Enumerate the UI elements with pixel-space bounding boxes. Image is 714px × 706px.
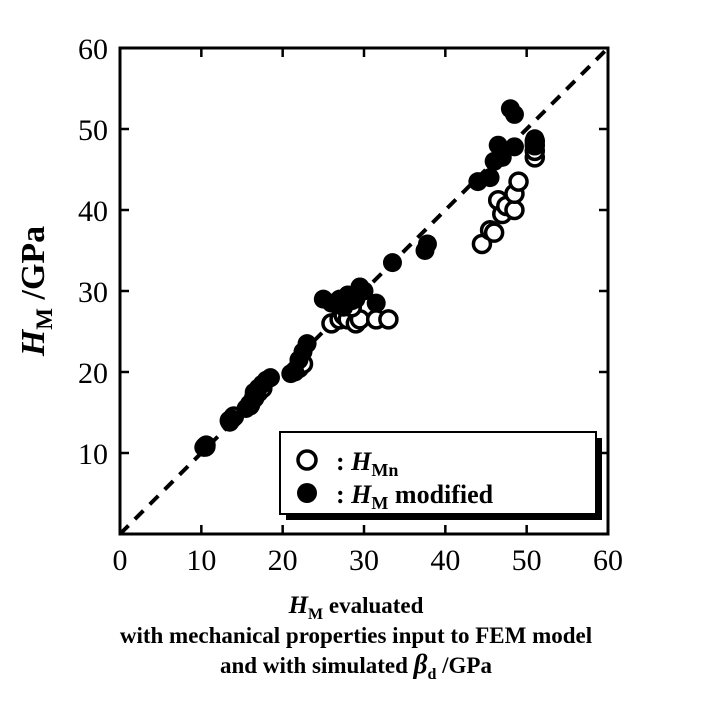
y-tick-label: 30 bbox=[78, 276, 108, 309]
x-axis-label-line2: with mechanical properties input to FEM … bbox=[120, 623, 592, 648]
hm-modified-point bbox=[417, 234, 437, 254]
hmn-point bbox=[508, 171, 529, 192]
y-tick-label: 20 bbox=[78, 357, 108, 390]
legend-filled-circle-marker bbox=[297, 483, 317, 503]
legend-label-hm-modified-symbol: H bbox=[350, 480, 372, 509]
hm-modified-point bbox=[382, 253, 402, 273]
x-tick-label: 10 bbox=[186, 544, 216, 577]
x-axis-label-line3: and with simulated βd /GPa bbox=[220, 649, 492, 683]
x-axis-label-rest: evaluated bbox=[323, 593, 424, 618]
y-tick-label: 40 bbox=[78, 195, 108, 228]
hm-modified-point bbox=[525, 135, 545, 155]
hm-modified-point bbox=[354, 281, 374, 301]
hm-modified-point bbox=[297, 334, 317, 354]
data-points bbox=[194, 99, 546, 457]
hm-modified-point bbox=[504, 137, 524, 157]
legend-label-hmn-symbol: H bbox=[350, 447, 372, 476]
axis-ticks bbox=[118, 46, 610, 534]
legend-label-hmn: : HMn bbox=[336, 447, 398, 480]
legend-label-hm-modified-sub: M bbox=[371, 493, 388, 513]
y-axis-label-symbol: H bbox=[15, 328, 52, 357]
legend-open-circle-marker bbox=[296, 449, 318, 471]
y-tick-label: 10 bbox=[78, 438, 108, 471]
x-axis-label-symbol: H bbox=[288, 592, 310, 619]
legend-label-hm-modified-prefix: : bbox=[336, 480, 351, 509]
hm-modified-point bbox=[196, 435, 216, 455]
legend-box bbox=[279, 431, 597, 515]
x-axis-label-line1: HM evaluated bbox=[288, 592, 424, 623]
hm-modified-point bbox=[260, 368, 280, 388]
x-axis-label-beta-sub: d bbox=[427, 666, 436, 683]
y-axis-label-sub: M bbox=[32, 308, 57, 330]
x-tick-label: 60 bbox=[593, 544, 623, 577]
hmn-point bbox=[483, 222, 505, 243]
x-axis-label-line3-post: /GPa bbox=[436, 653, 492, 678]
hm-modified-point bbox=[222, 409, 242, 429]
hm-modified-point bbox=[366, 293, 386, 313]
hmn-point bbox=[378, 309, 399, 330]
x-tick-label: 40 bbox=[430, 544, 460, 577]
y-tick-label: 60 bbox=[78, 33, 108, 66]
legend-label-hmn-sub: Mn bbox=[371, 460, 398, 480]
x-tick-label: 30 bbox=[349, 544, 379, 577]
x-axis-label-sub: M bbox=[308, 606, 323, 623]
x-axis-label-line3-pre: and with simulated bbox=[220, 653, 414, 678]
y-axis-label-rest: /GPa bbox=[15, 226, 52, 308]
x-axis-label-beta-symbol: β bbox=[413, 649, 428, 679]
y-axis-label: HM /GPa bbox=[15, 226, 57, 357]
hm-modified-point bbox=[504, 104, 524, 124]
legend-label-hm-modified-rest: modified bbox=[388, 480, 493, 509]
y-tick-label: 50 bbox=[78, 114, 108, 147]
legend: : HMn : HM modified bbox=[279, 431, 602, 520]
tick-labels: 0 10 20 30 40 50 60 10 20 30 40 50 60 bbox=[78, 33, 623, 577]
legend-label-hmn-prefix: : bbox=[336, 447, 351, 476]
x-tick-label: 20 bbox=[268, 544, 298, 577]
legend-label-hm-modified: : HM modified bbox=[336, 480, 494, 513]
x-tick-label: 50 bbox=[512, 544, 542, 577]
x-tick-label: 0 bbox=[113, 544, 128, 577]
hm-modified-point bbox=[480, 168, 500, 188]
